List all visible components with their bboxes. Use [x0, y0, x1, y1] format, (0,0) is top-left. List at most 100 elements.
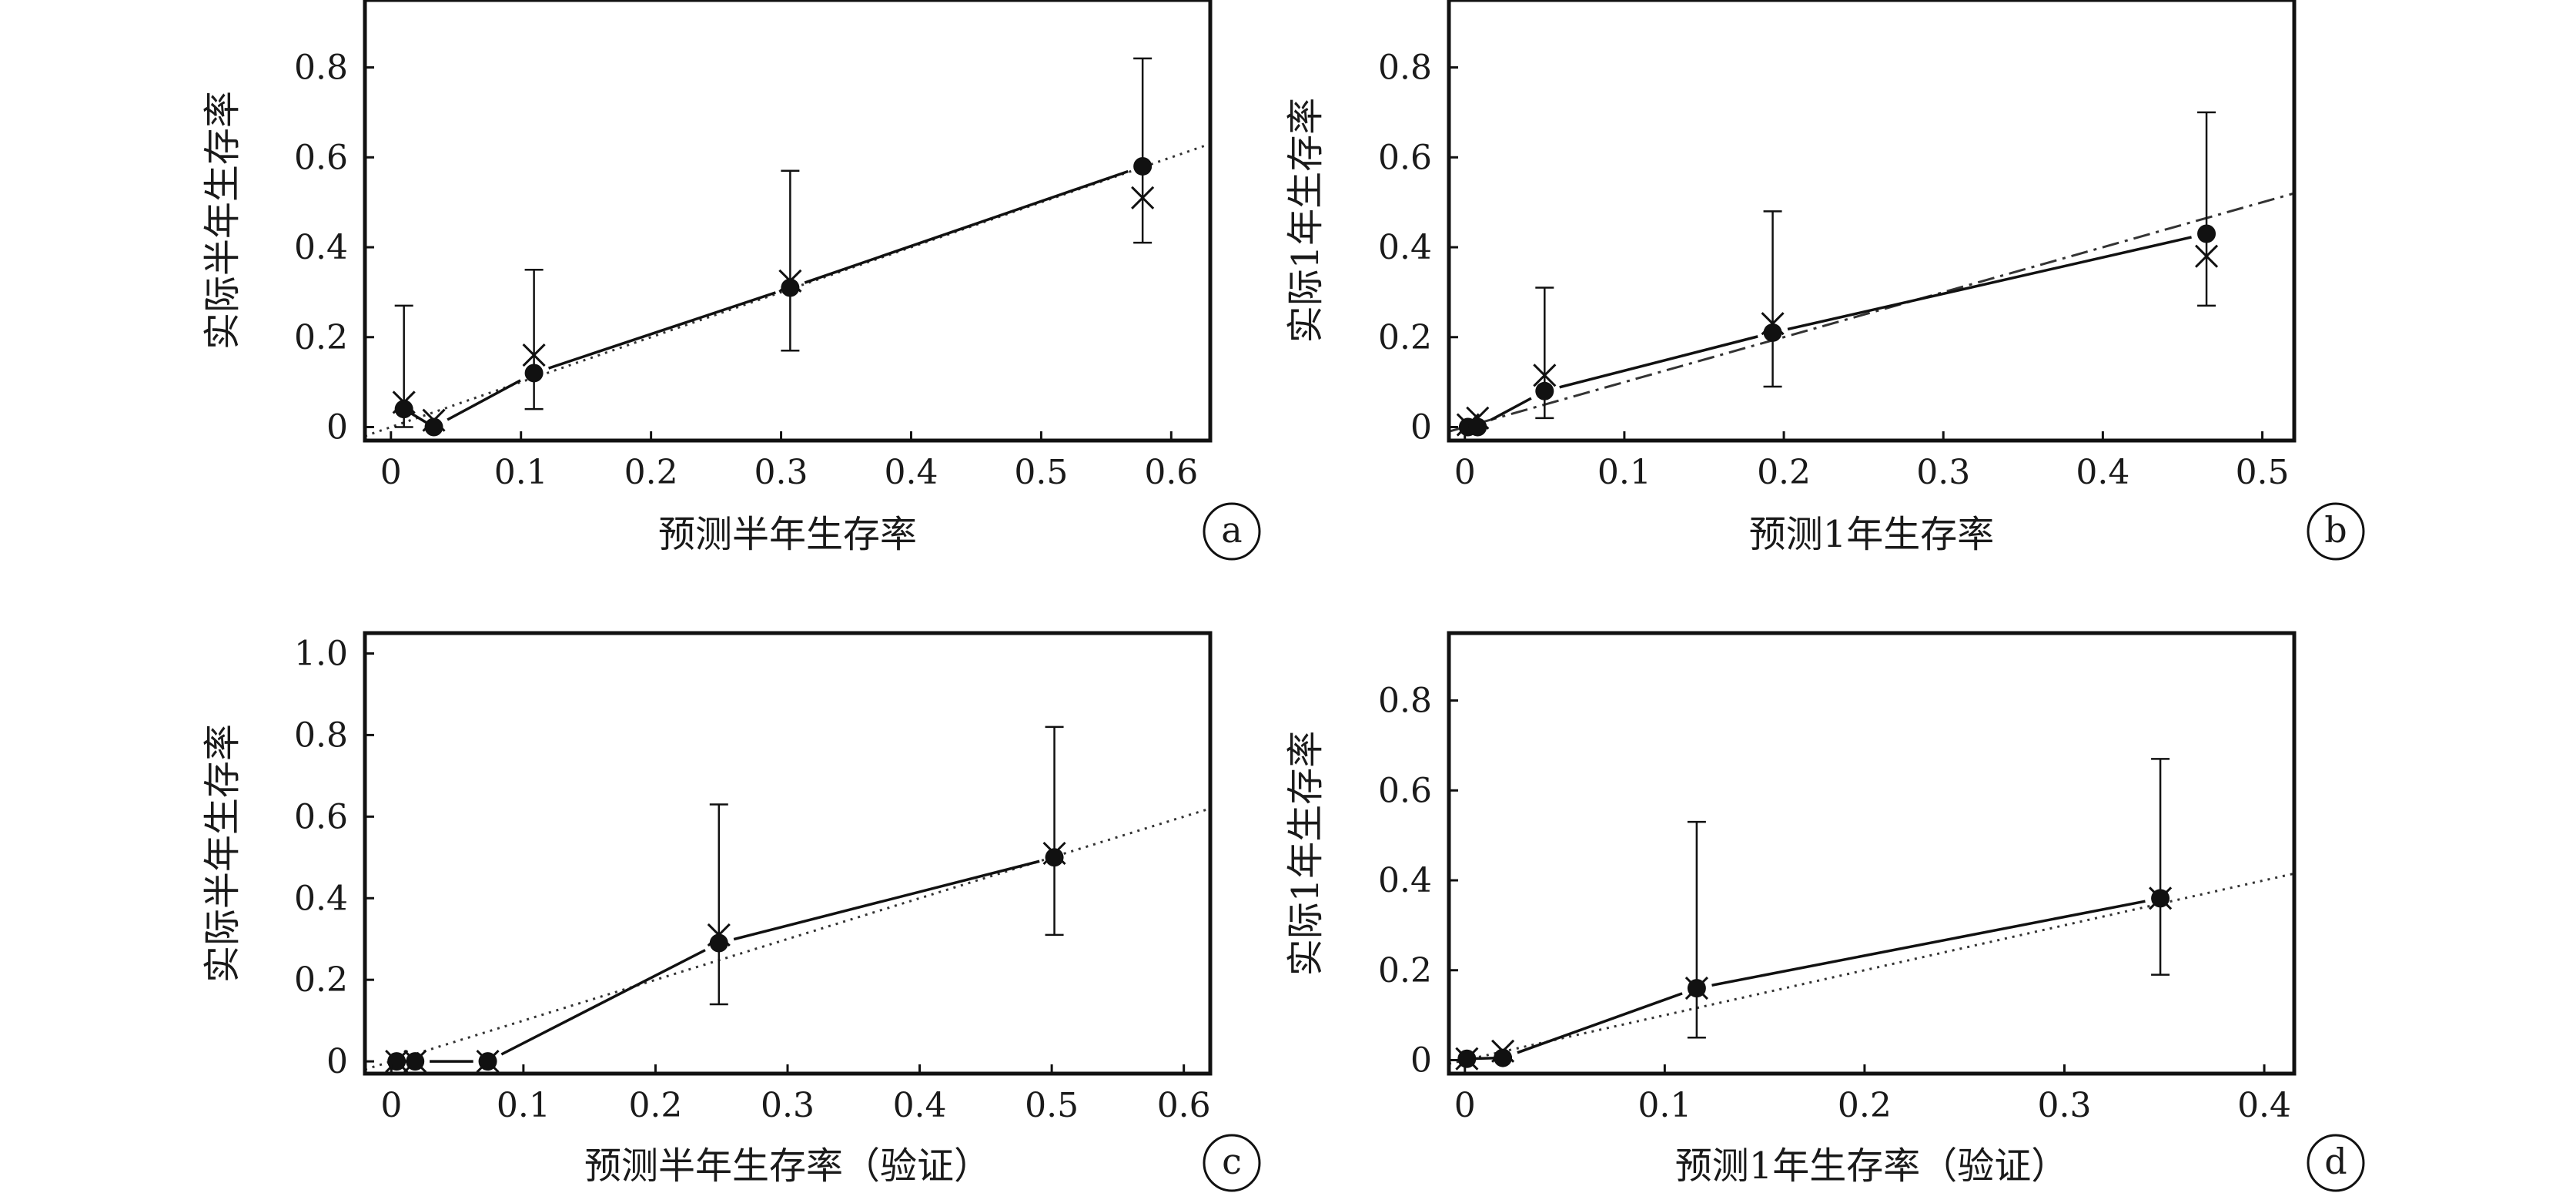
observed-point: [1763, 323, 1782, 342]
observed-point: [1687, 979, 1706, 998]
y-tick-label: 0.6: [294, 797, 348, 836]
x-tick-label: 0.1: [1597, 453, 1651, 492]
y-tick-label: 0.6: [1378, 138, 1432, 177]
x-tick-label: 0.2: [1838, 1086, 1892, 1125]
x-tick-label: 0.5: [1014, 453, 1068, 492]
panel-letter: a: [1221, 509, 1242, 551]
observed-point: [387, 1052, 406, 1071]
x-tick-label: 0.6: [1157, 1086, 1211, 1125]
calibration-segment: [548, 291, 776, 370]
x-tick-label: 0.4: [2076, 453, 2129, 492]
observed-point: [1457, 1049, 1477, 1068]
calibration-segment: [500, 949, 706, 1056]
x-marker-stroke: [522, 343, 546, 367]
x-tick-label: 0.3: [1916, 453, 1970, 492]
observed-point: [1133, 156, 1153, 176]
x-tick-label: 0.2: [628, 1086, 682, 1125]
y-tick-label: 0.6: [294, 138, 348, 177]
y-tick-label: 0: [326, 407, 348, 447]
x-tick-label: 0.6: [1144, 453, 1198, 492]
x-marker-stroke: [2194, 244, 2219, 268]
plot-frame: [363, 0, 1213, 443]
y-axis-title: 实际1年生存率: [1284, 731, 1327, 977]
panel-d: 0 0.1 0.2 0.3 0.4 0 0.2 0.4 0.6 0.8 预测1年生存率（验证） 实际1…: [1284, 631, 2365, 1192]
y-tick-label: 0.4: [294, 228, 348, 267]
corrected-point-marker: [2194, 244, 2219, 268]
plot-frame: [1447, 0, 2297, 443]
x-tick-label: 0.3: [754, 453, 808, 492]
y-tick-label: 0.8: [1378, 682, 1432, 721]
y-axis-title: 实际半年生存率: [201, 724, 244, 983]
observed-point: [424, 417, 443, 437]
observed-point: [478, 1052, 497, 1071]
calibration-segment: [804, 169, 1129, 284]
observed-point: [524, 364, 544, 383]
observed-point: [1468, 417, 1487, 437]
x-tick-label: 0: [1454, 453, 1476, 492]
observed-point: [2151, 889, 2170, 908]
x-axis-title: 预测半年生存率（验证）: [584, 1144, 991, 1188]
observed-point: [394, 400, 413, 419]
plot-frame: [1447, 631, 2297, 1076]
calibration-segment: [1517, 992, 1683, 1054]
x-tick-label: 0.4: [884, 453, 938, 492]
panel-b: 0 0.1 0.2 0.3 0.4 0.5 0 0.2 0.4 0.6 0.8 预测1年生存率 实际1年…: [1284, 0, 2365, 561]
y-tick-label: 0.2: [294, 960, 348, 1000]
calibration-segment: [1559, 335, 1758, 389]
reference-line: [365, 807, 1210, 1071]
panel-letter-circle: [1203, 1134, 1261, 1192]
x-tick-label: 0.3: [2037, 1086, 2091, 1125]
x-tick-label: 0.4: [2237, 1086, 2291, 1125]
x-tick-label: 0.1: [497, 1086, 550, 1125]
y-tick-label: 0.6: [1378, 771, 1432, 810]
y-axis-title: 实际半年生存率: [201, 91, 244, 350]
observed-point: [709, 933, 728, 953]
x-marker-stroke: [1131, 186, 1155, 209]
x-tick-label: 0: [1454, 1086, 1476, 1125]
observed-point: [2197, 224, 2216, 243]
x-tick-label: 0.1: [494, 453, 548, 492]
y-tick-label: 0.8: [1378, 49, 1432, 88]
x-tick-label: 0.3: [761, 1086, 815, 1125]
panel-c: 0 0.1 0.2 0.3 0.4 0.5 0.6 0 0.2 0.4 0.6 0.8 1.0 预测半年生…: [201, 631, 1261, 1192]
calibration-segment: [447, 379, 521, 421]
panel-letter-circle: [2307, 1134, 2365, 1192]
x-axis-title: 预测1年生存率: [1749, 513, 1995, 556]
observed-point: [406, 1052, 425, 1071]
calibration-segment: [1711, 900, 2146, 987]
x-tick-label: 0.5: [1025, 1086, 1079, 1125]
calibration-segment: [1490, 397, 1532, 421]
y-tick-label: 0.2: [294, 318, 348, 357]
x-tick-label: 0.5: [2236, 453, 2290, 492]
observed-point: [1045, 848, 1064, 867]
calibration-segment: [1787, 236, 2192, 331]
reference-line: [1449, 872, 2294, 1065]
y-axis-title: 实际1年生存率: [1284, 98, 1327, 343]
y-tick-label: 0.8: [294, 715, 348, 755]
observed-point: [781, 278, 800, 297]
observed-point: [1535, 381, 1554, 400]
y-tick-label: 0.4: [294, 879, 348, 918]
y-tick-label: 0.4: [1378, 228, 1432, 267]
y-tick-label: 0: [1410, 1040, 1432, 1080]
observed-point: [1494, 1048, 1513, 1067]
calibration-segment: [409, 411, 429, 425]
x-marker-stroke: [1533, 364, 1557, 387]
y-tick-label: 0.4: [1378, 861, 1432, 900]
y-tick-label: 0.2: [1378, 318, 1432, 357]
x-axis-title: 预测1年生存率（验证）: [1675, 1144, 2069, 1188]
x-tick-label: 0: [380, 453, 402, 492]
panel-letter: b: [2324, 509, 2347, 551]
panel-letter: d: [2324, 1141, 2347, 1182]
calibration-segment: [733, 860, 1040, 941]
panel-letter: c: [1222, 1141, 1242, 1182]
y-tick-label: 0: [1410, 407, 1432, 447]
corrected-point-marker: [1131, 186, 1155, 209]
corrected-point-marker: [522, 343, 546, 367]
panel-letter-circle: [2307, 502, 2365, 561]
x-tick-label: 0: [380, 1086, 402, 1125]
x-tick-label: 0.2: [624, 453, 678, 492]
panel-letter-circle: [1203, 502, 1261, 561]
x-tick-label: 0.2: [1757, 453, 1811, 492]
